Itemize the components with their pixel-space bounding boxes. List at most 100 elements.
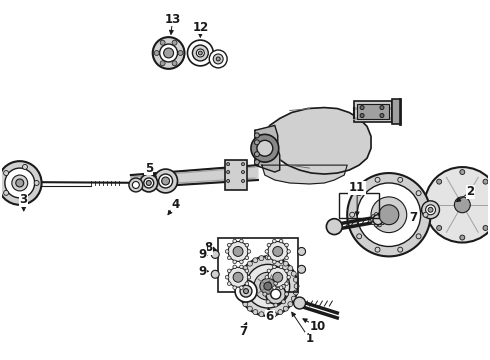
Circle shape (247, 249, 251, 253)
Circle shape (287, 249, 291, 253)
Circle shape (287, 275, 291, 279)
Circle shape (371, 215, 375, 218)
Circle shape (398, 177, 403, 182)
Circle shape (227, 180, 230, 183)
Circle shape (291, 271, 296, 276)
Circle shape (381, 222, 384, 225)
Circle shape (154, 169, 177, 193)
Circle shape (416, 234, 421, 239)
Circle shape (360, 105, 364, 109)
Circle shape (5, 168, 35, 198)
Circle shape (454, 197, 470, 213)
Circle shape (373, 215, 383, 225)
Circle shape (268, 242, 288, 261)
Circle shape (246, 264, 290, 308)
Circle shape (379, 205, 399, 225)
Circle shape (266, 255, 270, 260)
Circle shape (398, 247, 403, 252)
Text: 13: 13 (165, 13, 181, 26)
Circle shape (427, 202, 432, 207)
Text: 3: 3 (20, 193, 28, 206)
Circle shape (233, 286, 237, 289)
Text: 4: 4 (172, 198, 180, 211)
Circle shape (357, 234, 362, 239)
Circle shape (238, 256, 297, 316)
Circle shape (360, 113, 364, 117)
Circle shape (378, 224, 381, 227)
Circle shape (375, 224, 378, 227)
Circle shape (371, 222, 375, 225)
Circle shape (132, 181, 139, 188)
Circle shape (380, 113, 384, 117)
Circle shape (285, 282, 288, 285)
Circle shape (285, 243, 288, 247)
Circle shape (272, 286, 276, 289)
Circle shape (211, 251, 219, 258)
Circle shape (288, 302, 293, 307)
Circle shape (357, 191, 362, 195)
Circle shape (375, 212, 378, 216)
Circle shape (381, 215, 384, 218)
Circle shape (243, 266, 248, 271)
Polygon shape (262, 165, 347, 184)
Circle shape (160, 44, 177, 62)
Circle shape (371, 197, 407, 233)
Circle shape (162, 177, 170, 185)
Polygon shape (255, 125, 280, 172)
Circle shape (245, 243, 248, 247)
Circle shape (294, 290, 298, 295)
Circle shape (227, 269, 231, 273)
Circle shape (233, 265, 237, 269)
Circle shape (260, 278, 276, 294)
Circle shape (380, 105, 384, 109)
Circle shape (254, 140, 259, 145)
Circle shape (23, 197, 27, 202)
Circle shape (178, 50, 183, 55)
Circle shape (274, 281, 278, 285)
Text: 7: 7 (239, 325, 247, 338)
Text: 10: 10 (309, 320, 325, 333)
Circle shape (228, 267, 248, 287)
Circle shape (279, 239, 283, 243)
Text: 2: 2 (466, 185, 474, 198)
Bar (339, 193, 379, 218)
Text: 11: 11 (349, 181, 365, 194)
Circle shape (278, 310, 283, 315)
Circle shape (279, 286, 283, 289)
Circle shape (153, 37, 184, 69)
Circle shape (247, 275, 251, 279)
Circle shape (240, 296, 245, 301)
Circle shape (0, 161, 42, 205)
Circle shape (242, 180, 245, 183)
Circle shape (267, 269, 270, 273)
Circle shape (288, 266, 293, 271)
Circle shape (227, 243, 231, 247)
Circle shape (242, 163, 245, 166)
Circle shape (253, 258, 258, 263)
Circle shape (242, 171, 245, 174)
Circle shape (428, 207, 433, 212)
Circle shape (257, 140, 273, 156)
Circle shape (266, 284, 270, 288)
Circle shape (251, 134, 279, 162)
Circle shape (233, 247, 243, 256)
Circle shape (254, 152, 259, 157)
Circle shape (273, 247, 283, 256)
Circle shape (193, 45, 208, 61)
Circle shape (188, 40, 213, 66)
Circle shape (264, 282, 272, 290)
Text: 9: 9 (198, 265, 206, 278)
Circle shape (259, 256, 264, 261)
Text: 12: 12 (192, 21, 208, 34)
Circle shape (273, 272, 283, 282)
Circle shape (375, 247, 380, 252)
Circle shape (297, 247, 306, 255)
Circle shape (267, 282, 270, 285)
Bar (354, 100, 392, 122)
Circle shape (172, 40, 177, 45)
Circle shape (154, 50, 159, 55)
Text: 9: 9 (198, 248, 206, 261)
Text: 8: 8 (204, 241, 212, 254)
Circle shape (23, 165, 27, 170)
Text: 1: 1 (305, 332, 314, 345)
